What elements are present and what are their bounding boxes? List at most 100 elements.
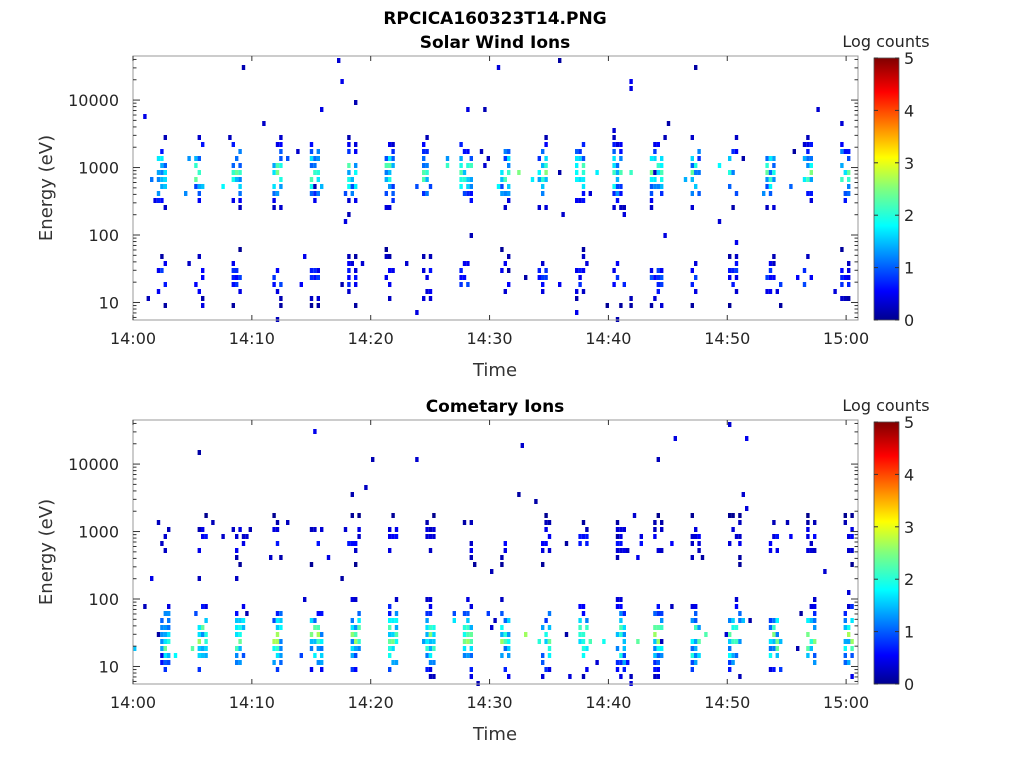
heatmap-cell	[275, 527, 280, 532]
heatmap-cell	[524, 275, 528, 280]
heatmap-cell	[581, 534, 586, 539]
heatmap-cell	[153, 198, 157, 203]
heatmap-cell	[388, 527, 392, 532]
heatmap-cell	[167, 527, 171, 532]
heatmap-cell	[622, 625, 626, 630]
heatmap-cell	[507, 632, 511, 637]
heatmap-cell	[316, 191, 320, 196]
heatmap-cell	[575, 149, 579, 154]
heatmap-cell	[673, 436, 677, 441]
heatmap-cell	[564, 632, 569, 637]
heatmap-cell	[235, 618, 239, 623]
heatmap-cell	[279, 555, 283, 560]
heatmap-cell	[541, 625, 545, 630]
heatmap-cell	[775, 639, 779, 644]
heatmap-cell	[201, 646, 205, 651]
colorbar-label: Log counts	[842, 32, 929, 51]
heatmap-cell	[578, 632, 582, 637]
heatmap-cell	[612, 149, 616, 154]
heatmap-cell	[428, 604, 433, 609]
heatmap-cell	[354, 198, 358, 203]
heatmap-cell	[656, 639, 660, 644]
heatmap-cell	[619, 660, 623, 665]
heatmap-cell	[768, 625, 773, 630]
heatmap-cell	[156, 520, 161, 525]
heatmap-cell	[167, 611, 171, 616]
heatmap-cell	[500, 170, 504, 175]
heatmap-cell	[503, 205, 507, 210]
heatmap-cell	[809, 198, 813, 203]
heatmap-cell	[615, 632, 620, 637]
heatmap-cell	[581, 142, 586, 147]
heatmap-cell	[350, 177, 354, 182]
heatmap-cell	[354, 170, 358, 175]
heatmap-cell	[843, 296, 847, 301]
heatmap-cell	[194, 163, 198, 168]
heatmap-cell	[775, 289, 779, 294]
heatmap-cell	[194, 282, 198, 287]
heatmap-cell	[197, 191, 201, 196]
heatmap-cell	[428, 674, 433, 679]
heatmap-cell	[391, 513, 395, 518]
heatmap-cell	[850, 534, 854, 539]
heatmap-cell	[728, 667, 732, 672]
heatmap-cell	[503, 177, 507, 182]
heatmap-cell	[595, 660, 599, 665]
heatmap-cell	[615, 163, 620, 168]
heatmap-cell	[388, 177, 392, 182]
heatmap-cell	[391, 142, 395, 147]
heatmap-cell	[350, 191, 354, 196]
heatmap-cell	[201, 534, 205, 539]
heatmap-cell	[235, 534, 239, 539]
heatmap-cell	[728, 184, 732, 189]
heatmap-cell	[809, 156, 813, 161]
heatmap-cell	[371, 457, 375, 462]
heatmap-cell	[728, 646, 732, 651]
heatmap-cell	[394, 632, 399, 637]
heatmap-cell	[728, 275, 732, 280]
heatmap-cell	[241, 618, 246, 623]
heatmap-cell	[728, 303, 732, 308]
heatmap-cell	[728, 639, 732, 644]
heatmap-cell	[541, 674, 545, 679]
heatmap-cell	[245, 611, 249, 616]
heatmap-cell	[840, 142, 844, 147]
heatmap-cell	[775, 653, 779, 658]
heatmap-cell	[469, 548, 473, 553]
heatmap-cell	[503, 289, 507, 294]
heatmap-cell	[656, 282, 660, 287]
heatmap-cell	[462, 653, 467, 658]
heatmap-cell	[272, 660, 276, 665]
heatmap-cell	[697, 653, 701, 658]
heatmap-cell	[313, 191, 317, 196]
heatmap-cell	[354, 149, 358, 154]
heatmap-cell	[544, 135, 548, 140]
heatmap-cell	[656, 674, 660, 679]
heatmap-cell	[796, 275, 800, 280]
heatmap-cell	[313, 268, 317, 273]
heatmap-cell	[425, 667, 429, 672]
heatmap-cell	[160, 632, 164, 637]
heatmap-cell	[544, 163, 548, 168]
heatmap-cell	[656, 268, 660, 273]
heatmap-cell	[503, 632, 507, 637]
heatmap-cell	[391, 191, 395, 196]
heatmap-cell	[544, 177, 548, 182]
heatmap-cell	[241, 625, 246, 630]
heatmap-cell	[235, 156, 239, 161]
heatmap-cell	[469, 653, 473, 658]
heatmap-cell	[622, 611, 626, 616]
heatmap-cell	[653, 527, 657, 532]
y-tick-label: 10000	[68, 455, 119, 474]
heatmap-cell	[612, 205, 616, 210]
heatmap-cell	[503, 261, 507, 266]
heatmap-cell	[734, 149, 739, 154]
heatmap-cell	[806, 534, 810, 539]
heatmap-cell	[694, 275, 698, 280]
heatmap-cell	[660, 282, 664, 287]
heatmap-cell	[728, 513, 732, 518]
heatmap-cell	[388, 296, 392, 301]
heatmap-cell	[493, 618, 497, 623]
heatmap-cell	[772, 254, 776, 259]
heatmap-cell	[544, 632, 548, 637]
